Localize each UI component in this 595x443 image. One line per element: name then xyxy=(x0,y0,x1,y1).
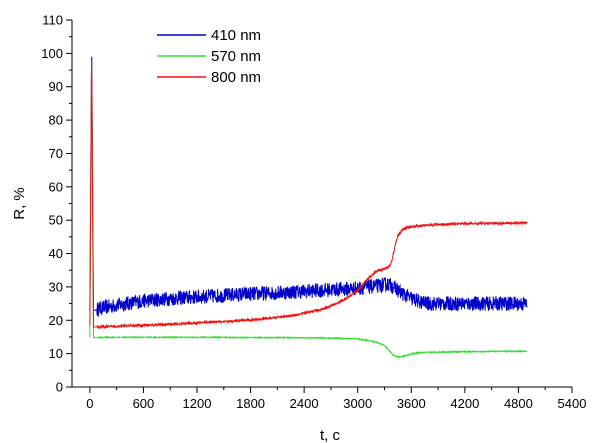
x-tick-label: 3600 xyxy=(397,396,426,411)
y-tick-label: 40 xyxy=(49,246,63,261)
legend-label: 570 nm xyxy=(211,48,261,65)
x-tick-label: 0 xyxy=(86,396,93,411)
y-tick-label: 10 xyxy=(49,346,63,361)
y-ticks: 0 10 20 30 40 50 60 70 80 90 100 110 xyxy=(41,13,72,395)
y-tick-label: 60 xyxy=(49,179,63,194)
legend-label: 800 nm xyxy=(211,69,261,86)
x-tick-label: 600 xyxy=(133,396,155,411)
x-tick-label: 2400 xyxy=(290,396,319,411)
x-tick-label: 3000 xyxy=(343,396,372,411)
x-axis-label: t, c xyxy=(320,427,341,443)
series-line xyxy=(89,64,528,360)
y-tick-label: 70 xyxy=(49,146,63,161)
y-tick-label: 100 xyxy=(41,46,63,61)
y-tick-label: 50 xyxy=(49,213,63,228)
series-line xyxy=(89,56,528,317)
x-tick-label: 1800 xyxy=(236,396,265,411)
x-ticks: 0 600 1200 1800 2400 3000 3600 4200 4800 5400 xyxy=(86,387,586,411)
x-tick-label: 4200 xyxy=(450,396,479,411)
y-tick-label: 20 xyxy=(49,313,63,328)
y-axis-label: R, % xyxy=(11,187,28,220)
series-line xyxy=(89,60,528,330)
x-tick-label: 4800 xyxy=(504,396,533,411)
y-tick-label: 30 xyxy=(49,279,63,294)
x-tick-label: 5400 xyxy=(558,396,587,411)
x-tick-label: 1200 xyxy=(183,396,212,411)
legend-label: 410 nm xyxy=(211,27,261,44)
y-tick-label: 0 xyxy=(56,380,63,395)
legend: 410 nm 570 nm 800 nm xyxy=(157,27,261,86)
y-tick-label: 90 xyxy=(49,79,63,94)
y-tick-label: 80 xyxy=(49,113,63,128)
plot-lines xyxy=(89,56,528,360)
y-tick-label: 110 xyxy=(42,13,63,28)
